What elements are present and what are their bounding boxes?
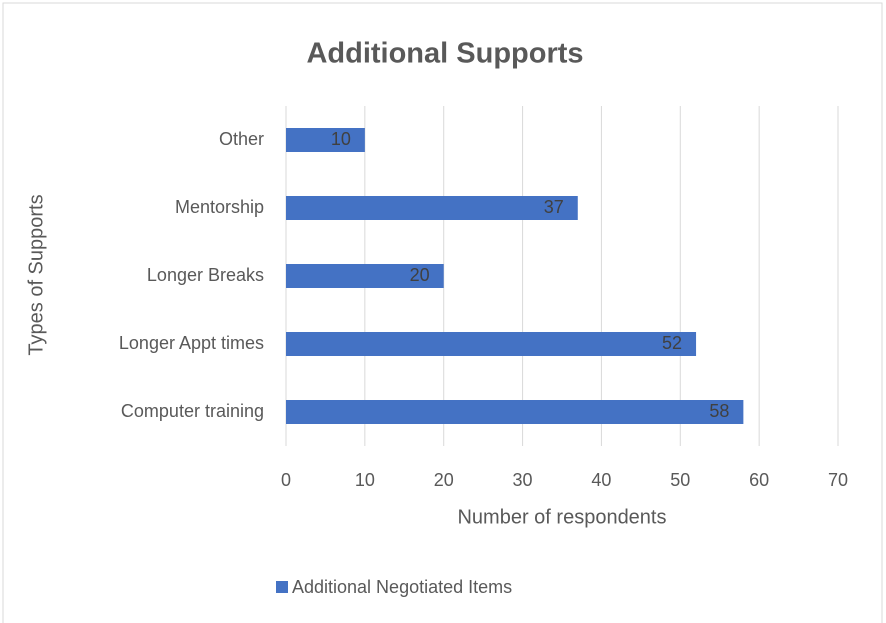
- data-label: 20: [410, 265, 430, 285]
- y-tick-label: Computer training: [121, 401, 264, 421]
- bar: [286, 196, 578, 220]
- data-label: 58: [709, 401, 729, 421]
- x-tick-label: 60: [749, 470, 769, 490]
- x-tick-label: 10: [355, 470, 375, 490]
- y-axis-label: Types of Supports: [25, 194, 47, 355]
- data-label: 37: [544, 197, 564, 217]
- y-tick-label: Mentorship: [175, 197, 264, 217]
- legend-swatch: [276, 581, 288, 593]
- bar: [286, 400, 744, 424]
- legend-label: Additional Negotiated Items: [292, 577, 512, 597]
- y-tick-label: Other: [219, 129, 264, 149]
- x-tick-label: 50: [670, 470, 690, 490]
- y-tick-label: Longer Appt times: [119, 333, 264, 353]
- x-axis-label: Number of respondents: [457, 506, 666, 528]
- y-tick-label: Longer Breaks: [147, 265, 264, 285]
- chart-title: Additional Supports: [306, 38, 583, 70]
- bar: [286, 128, 365, 152]
- x-tick-label: 40: [591, 470, 611, 490]
- x-tick-label: 70: [828, 470, 848, 490]
- x-tick-label: 20: [434, 470, 454, 490]
- bar: [286, 332, 697, 356]
- x-tick-label: 30: [513, 470, 533, 490]
- bar: [286, 264, 444, 288]
- data-label: 10: [331, 129, 351, 149]
- x-tick-label: 0: [281, 470, 291, 490]
- data-label: 52: [662, 333, 682, 353]
